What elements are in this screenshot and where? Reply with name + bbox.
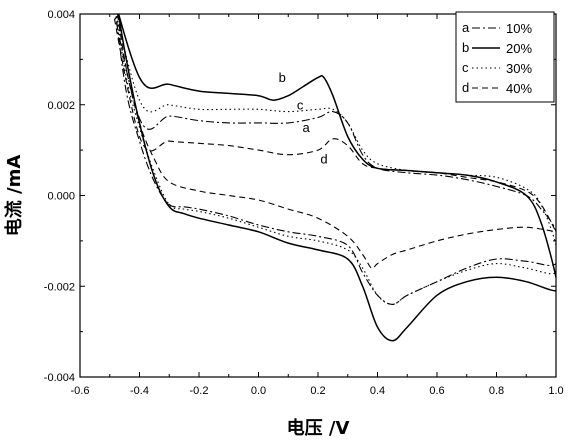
y-tick-label: -0.004 [44, 372, 75, 384]
legend-letter-d: d [462, 80, 469, 95]
x-tick-label: 0.4 [370, 385, 385, 397]
legend: a 10% b 20% c 30% d 40% [455, 11, 555, 103]
series-line-d [113, 14, 556, 269]
x-tick-label: 1.0 [548, 385, 563, 397]
x-tick-label: 0.2 [310, 385, 325, 397]
legend-letter-b: b [462, 40, 469, 55]
series-curves [113, 14, 556, 342]
y-tick-label: 0.000 [47, 191, 75, 203]
y-tick-label: -0.002 [44, 281, 75, 293]
legend-label-b: 20% [506, 41, 532, 56]
series-line-a [114, 14, 556, 305]
curve-labels: bca d [279, 70, 328, 167]
x-tick-label: -0.2 [190, 385, 209, 397]
curve-label-c: c [297, 97, 304, 112]
curve-label-d: d [320, 152, 327, 167]
legend-label-c: 30% [506, 61, 532, 76]
x-tick-label: -0.6 [71, 385, 90, 397]
series-line-b [117, 14, 556, 342]
curve-label-b: b [279, 70, 286, 85]
y-tick-label: 0.002 [47, 100, 75, 112]
legend-letter-c: c [462, 60, 469, 75]
legend-label-a: 10% [506, 21, 532, 36]
legend-box [455, 11, 555, 103]
legend-letter-a: a [462, 20, 470, 35]
legend-label-d: 40% [506, 81, 532, 96]
x-tick-label: 0.0 [251, 385, 266, 397]
x-tick-label: -0.4 [130, 385, 149, 397]
axis-ticks: -0.6 -0.4 -0.2 0.0 0.2 0.4 0.6 0.8 1.0 -0.004 -0.0… [44, 9, 564, 397]
x-tick-label: 0.6 [429, 385, 444, 397]
x-tick-label: 0.8 [489, 385, 504, 397]
y-tick-label: 0.004 [47, 9, 75, 21]
y-axis-title: 电流 /mA [3, 155, 25, 237]
x-axis-title: 电压 /V [287, 417, 350, 439]
curve-label-a: a [302, 120, 310, 135]
